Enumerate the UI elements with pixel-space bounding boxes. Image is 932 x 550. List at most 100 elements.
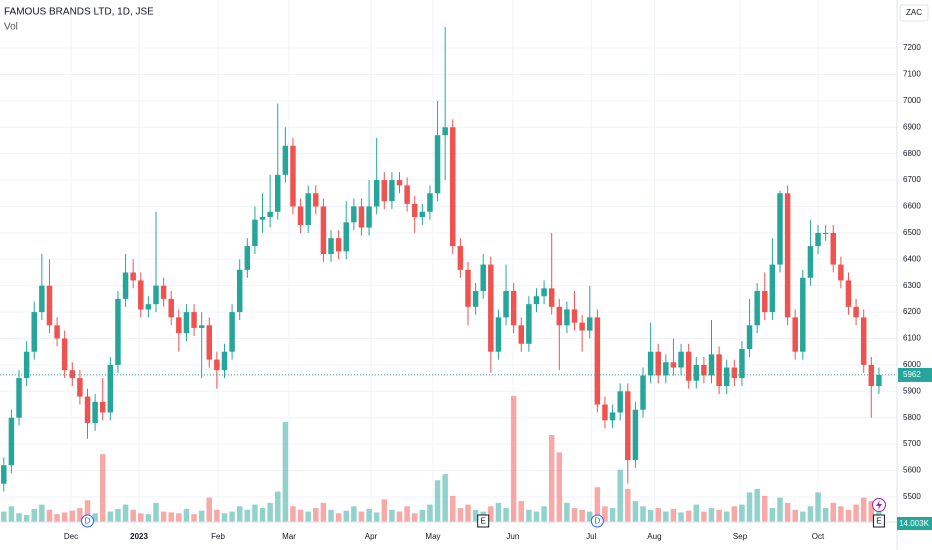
volume-bar (259, 508, 266, 522)
volume-bar (792, 509, 798, 522)
candle-body (495, 317, 502, 352)
candle-body (419, 211, 426, 218)
x-tick-label: Mar (282, 532, 296, 541)
candle-body (198, 325, 205, 328)
candle-body (465, 269, 471, 307)
x-tick-label: Aug (647, 532, 661, 541)
x-tick-label: 2023 (130, 532, 148, 541)
candle-body (351, 206, 357, 223)
candle-body (860, 317, 867, 365)
grid (0, 0, 897, 522)
candle-body (153, 285, 159, 305)
candle-body (723, 367, 730, 387)
candle-body (746, 325, 753, 350)
x-tick-label: Sep (733, 532, 748, 541)
alert-icon (872, 498, 886, 512)
currency-box[interactable] (899, 4, 929, 22)
candle-body (221, 351, 228, 371)
candle-body (122, 272, 129, 299)
volume-bar (99, 454, 106, 522)
volume-bar (625, 488, 631, 522)
volume-bar (411, 513, 418, 522)
candle-body (822, 232, 829, 234)
candle-body (381, 180, 388, 202)
candle-body (853, 306, 859, 318)
volume-bar (777, 497, 783, 522)
candle-body (602, 404, 608, 421)
volume-bar (526, 509, 532, 522)
volume-bar (609, 508, 616, 522)
volume-title: Vol (4, 22, 18, 33)
volume-bar (587, 511, 593, 522)
candle-body (609, 412, 616, 421)
candle-body (450, 127, 456, 247)
candle-body (427, 193, 433, 212)
volume-bar (472, 509, 479, 522)
volume-bar (807, 506, 814, 522)
candle-body (807, 246, 814, 278)
volume-bar (69, 510, 76, 522)
candle-body (282, 145, 289, 175)
candle-body (617, 391, 623, 413)
event-label: E (876, 517, 881, 526)
volume-bar (23, 515, 30, 522)
candle-body (84, 396, 91, 423)
volume-bar (252, 504, 258, 522)
y-tick-label: 6400 (903, 254, 921, 263)
candle-body (328, 238, 334, 255)
candle-body (107, 364, 114, 413)
volume-bar (647, 509, 654, 522)
candle-body (252, 219, 258, 247)
volume-bar (450, 495, 456, 522)
volume-bar (236, 506, 243, 522)
candle-body (39, 285, 45, 313)
y-tick-label: 6000 (903, 360, 921, 369)
y-tick-label: 7000 (903, 96, 921, 105)
volume-bar (160, 511, 167, 522)
candle-body (655, 351, 661, 376)
last-volume-label: 14.003K (899, 519, 929, 528)
candle-body (320, 206, 327, 255)
candle-body (191, 312, 197, 328)
candle-body (754, 290, 760, 326)
volume-bar (838, 506, 844, 522)
y-tick-label: 5900 (903, 386, 921, 395)
volume-bar (115, 508, 121, 522)
candle-body (16, 378, 22, 418)
candle-body (297, 206, 304, 225)
volume-bar (16, 513, 22, 522)
volume-bar (404, 506, 410, 522)
volume-bar (670, 508, 677, 522)
candle-body (8, 417, 15, 466)
volume-bar (594, 487, 601, 522)
volume-bar (381, 499, 388, 522)
candle-body (31, 312, 37, 352)
labels: 5500 5600 5700 5800 5900 6000 6100 6200 6300 6400… (64, 43, 932, 541)
volume-bar (61, 512, 68, 522)
candle-body (868, 364, 875, 387)
candle-body (160, 285, 167, 299)
marks (0, 26, 897, 522)
volume-bar (442, 474, 448, 522)
candle-body (69, 370, 76, 379)
candle-body (442, 127, 448, 136)
volume-bar (800, 511, 806, 522)
candle-body (739, 349, 745, 379)
candle-body (183, 312, 190, 334)
candle-body (61, 338, 68, 371)
volume-bar (571, 508, 578, 522)
candle-body (457, 246, 464, 270)
volume-bar (632, 501, 639, 522)
volume-bar (457, 508, 464, 522)
volume-bar (39, 504, 45, 522)
y-tick-label: 6800 (903, 149, 921, 158)
volume-bar (54, 514, 60, 522)
volume-bar (579, 509, 585, 522)
candle-body (305, 193, 311, 225)
candle-body (54, 325, 60, 339)
candle-body (526, 304, 532, 344)
candle-body (678, 351, 684, 368)
x-tick-label: Feb (211, 532, 225, 541)
candle-body (343, 222, 349, 252)
candle-body (411, 203, 418, 218)
